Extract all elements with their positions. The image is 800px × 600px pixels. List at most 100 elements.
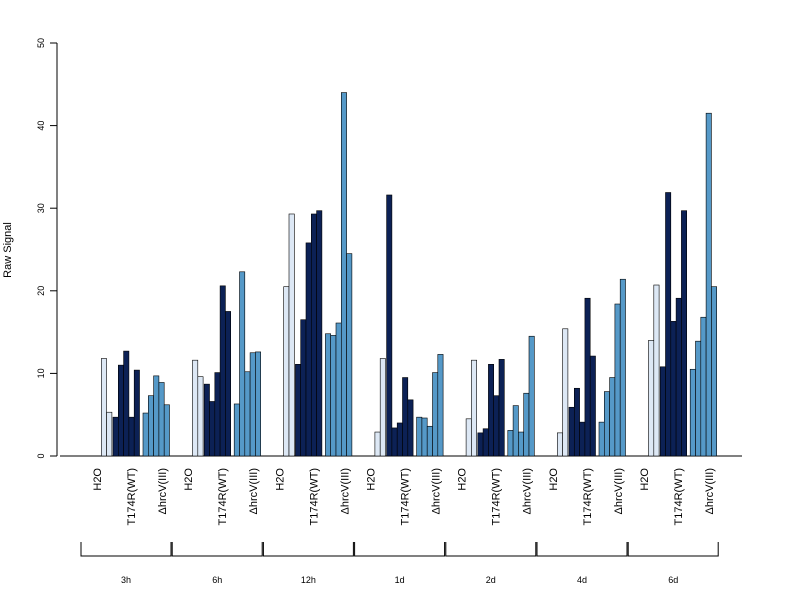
condition-label: ΔhrcV(III)	[522, 468, 534, 514]
bar	[659, 366, 666, 457]
bar	[665, 192, 672, 457]
time-bracket	[627, 542, 719, 557]
condition-labels: H2O T174R(WT) ΔhrcV(III) H2O T174R(WT) ΔhrcV(…	[92, 468, 716, 526]
condition-label: ΔhrcV(III)	[704, 468, 716, 514]
bar	[402, 377, 409, 457]
bar	[379, 358, 386, 457]
bar	[493, 395, 500, 457]
y-tick-label: 0	[36, 453, 46, 458]
bar	[705, 112, 712, 457]
bar	[648, 340, 655, 457]
y-tick-label: 50	[36, 38, 46, 48]
bar	[416, 416, 423, 457]
condition-label: H2O	[548, 468, 560, 491]
bar	[209, 401, 216, 457]
bar	[346, 253, 353, 457]
bar	[203, 383, 210, 457]
bar	[391, 427, 398, 457]
bar	[118, 364, 124, 457]
condition-label: H2O	[274, 468, 286, 491]
time-label: 12h	[301, 575, 316, 585]
bar	[523, 392, 530, 457]
time-label: 4d	[577, 575, 587, 585]
bar	[471, 359, 477, 457]
bar	[197, 376, 204, 457]
time-bracket	[354, 542, 446, 557]
bar	[148, 395, 154, 457]
bar	[295, 364, 301, 457]
bar	[214, 372, 221, 457]
bar	[675, 297, 682, 457]
bar	[512, 405, 519, 457]
bar	[192, 359, 199, 457]
bar	[700, 316, 707, 457]
bar	[488, 364, 494, 457]
bar	[153, 375, 160, 457]
bars-layer	[101, 92, 718, 457]
bar	[305, 242, 312, 457]
bar	[396, 422, 403, 457]
time-bracket	[445, 542, 537, 557]
bar	[233, 403, 240, 457]
bar	[695, 340, 702, 457]
bar	[689, 368, 696, 457]
bar	[123, 350, 130, 457]
condition-label: T174R(WT)	[126, 468, 138, 525]
bar	[225, 311, 231, 457]
bar	[106, 411, 113, 457]
bar	[239, 271, 246, 457]
condition-label: ΔhrcV(III)	[613, 468, 625, 514]
condition-label: ΔhrcV(III)	[431, 468, 443, 514]
condition-label: T174R(WT)	[217, 468, 229, 525]
bar	[603, 391, 610, 457]
bar	[330, 335, 337, 457]
time-label: 6d	[668, 575, 678, 585]
bar	[432, 372, 439, 457]
time-group-brackets: 3h 6h 12h 1d 2d 4d 6d	[80, 542, 719, 585]
bar	[407, 399, 414, 457]
condition-label: T174R(WT)	[673, 468, 685, 525]
time-bracket	[171, 542, 263, 557]
bar	[507, 430, 514, 457]
bar	[477, 432, 484, 457]
bar	[498, 359, 505, 457]
bar	[244, 371, 251, 457]
condition-label: T174R(WT)	[582, 468, 594, 525]
bar	[482, 428, 489, 457]
condition-label: ΔhrcV(III)	[339, 468, 351, 514]
bar	[133, 369, 140, 457]
bar	[283, 286, 290, 457]
time-bracket	[80, 542, 172, 557]
bar	[573, 387, 580, 457]
y-axis-title: Raw Signal	[2, 222, 14, 278]
bar	[437, 354, 444, 457]
bar	[310, 213, 317, 457]
time-label: 1d	[395, 575, 405, 585]
bar	[300, 319, 307, 457]
bar	[465, 418, 472, 457]
bar	[528, 335, 535, 457]
bar	[426, 425, 433, 457]
bar	[589, 355, 596, 457]
bar	[255, 351, 261, 457]
y-tick-label: 30	[36, 203, 46, 213]
bar	[374, 431, 381, 457]
condition-label: H2O	[457, 468, 469, 491]
bar	[316, 210, 323, 457]
condition-label: ΔhrcV(III)	[248, 468, 260, 514]
bar	[386, 194, 393, 457]
time-label: 3h	[121, 575, 131, 585]
condition-label: H2O	[366, 468, 378, 491]
time-bracket	[536, 542, 628, 557]
bar	[609, 377, 616, 457]
bar	[288, 213, 295, 457]
bar	[142, 412, 149, 457]
y-tick-label: 20	[36, 286, 46, 296]
bar	[163, 404, 170, 457]
bar	[219, 285, 226, 457]
condition-label: T174R(WT)	[491, 468, 503, 525]
bar	[619, 278, 626, 457]
time-label: 2d	[486, 575, 496, 585]
bar	[325, 333, 331, 457]
bar	[101, 358, 107, 457]
